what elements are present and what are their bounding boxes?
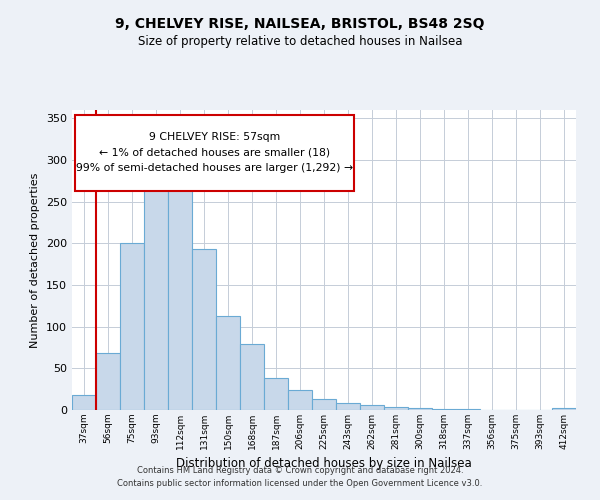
Bar [336,404,360,410]
Text: Contains HM Land Registry data © Crown copyright and database right 2024.
Contai: Contains HM Land Registry data © Crown c… [118,466,482,487]
Bar [144,181,168,410]
Bar [552,408,576,410]
Bar [312,399,336,410]
Bar [192,249,216,410]
Bar [288,390,312,410]
Bar [240,344,264,410]
Bar [408,408,432,410]
Bar [264,378,288,410]
Bar [72,395,96,410]
X-axis label: Distribution of detached houses by size in Nailsea: Distribution of detached houses by size … [176,458,472,470]
Bar [456,409,480,410]
Bar [120,244,144,410]
Text: Size of property relative to detached houses in Nailsea: Size of property relative to detached ho… [138,35,462,48]
Bar [432,409,456,410]
FancyBboxPatch shape [74,114,354,191]
Bar [216,316,240,410]
Bar [96,354,120,410]
Bar [168,181,192,410]
Text: 9, CHELVEY RISE, NAILSEA, BRISTOL, BS48 2SQ: 9, CHELVEY RISE, NAILSEA, BRISTOL, BS48 … [115,18,485,32]
Y-axis label: Number of detached properties: Number of detached properties [31,172,40,348]
Text: 9 CHELVEY RISE: 57sqm
← 1% of detached houses are smaller (18)
99% of semi-detac: 9 CHELVEY RISE: 57sqm ← 1% of detached h… [76,132,353,173]
Bar [384,406,408,410]
Bar [360,405,384,410]
